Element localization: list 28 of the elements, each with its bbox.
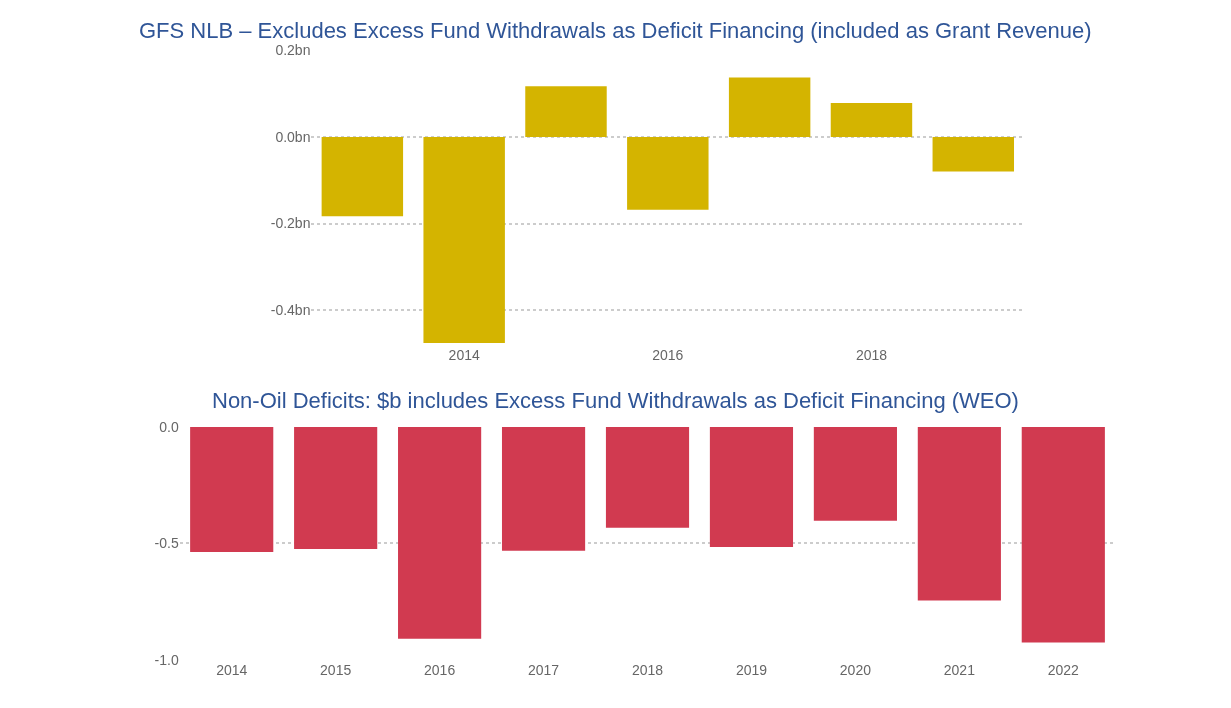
y-tick-label: 0.0bn — [275, 128, 311, 145]
bar — [525, 86, 607, 137]
x-tick-label: 2016 — [652, 346, 684, 363]
bar — [830, 103, 913, 137]
bar — [728, 77, 811, 137]
bar — [932, 136, 1015, 172]
y-tick-label: -1.0 — [154, 651, 179, 668]
x-tick-label: 2021 — [943, 661, 976, 678]
bar — [423, 136, 505, 344]
y-tick-label: -0.4bn — [270, 302, 311, 319]
x-tick-label: 2018 — [855, 346, 888, 363]
x-tick-label: 2014 — [448, 346, 480, 363]
x-tick-label: 2014 — [216, 661, 248, 678]
x-tick-label: 2016 — [424, 661, 456, 678]
chart-title: Non-Oil Deficits: $b includes Excess Fund Withdrawals as Deficit Financing (WEO) — [212, 388, 1019, 413]
x-tick-label: 2019 — [735, 661, 768, 678]
bar — [627, 136, 709, 210]
chart-title: GFS NLB – Excludes Excess Fund Withdrawals as Deficit Financing (included as Grant Revenue) — [139, 18, 1092, 43]
x-tick-label: 2020 — [839, 661, 872, 678]
bar — [321, 136, 404, 217]
y-tick-label: -0.5 — [154, 535, 179, 552]
y-tick-label: -0.2bn — [270, 215, 311, 232]
x-tick-label: 2018 — [631, 661, 664, 678]
y-tick-label: 0.0 — [159, 418, 179, 435]
x-tick-label: 2015 — [320, 661, 352, 678]
y-tick-label: 0.2bn — [275, 42, 311, 59]
x-tick-label: 2022 — [1047, 661, 1080, 678]
x-tick-label: 2017 — [527, 661, 560, 678]
